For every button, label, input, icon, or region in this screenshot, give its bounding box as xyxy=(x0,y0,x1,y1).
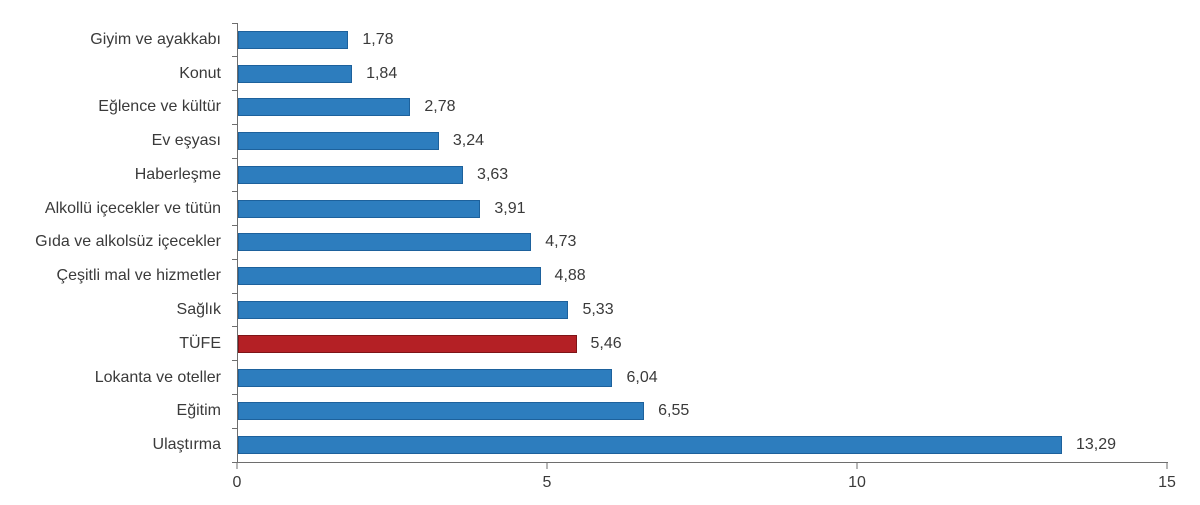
x-axis-tick xyxy=(236,463,238,469)
chart-row: 1,78 xyxy=(238,23,1168,57)
y-axis-tick xyxy=(232,258,238,260)
category-label: Konut xyxy=(179,64,221,82)
y-axis-tick xyxy=(232,292,238,294)
category-label: Çeşitli mal ve hizmetler xyxy=(56,267,221,285)
bar xyxy=(238,233,532,252)
chart-row: 1,84 xyxy=(238,57,1168,91)
x-axis-tick xyxy=(856,463,858,469)
y-axis-tick xyxy=(232,157,238,159)
category-label: Gıda ve alkolsüz içecekler xyxy=(35,233,221,251)
chart-row: 5,33 xyxy=(238,293,1168,327)
value-label: 4,88 xyxy=(554,267,586,285)
chart-row: 3,24 xyxy=(238,124,1168,158)
bar xyxy=(238,402,645,421)
x-axis-tick-label: 5 xyxy=(542,474,552,491)
value-label: 3,24 xyxy=(452,132,485,150)
bar xyxy=(238,301,569,319)
bar xyxy=(238,368,613,387)
category-label: Alkollü içecekler ve tütün xyxy=(44,199,221,217)
value-label: 2,78 xyxy=(424,98,456,116)
value-label: 1,78 xyxy=(362,30,394,48)
bar xyxy=(238,30,349,49)
bar xyxy=(238,98,411,117)
bar xyxy=(238,436,1062,455)
x-axis-tick-label: 10 xyxy=(848,474,866,491)
value-label: 3,91 xyxy=(494,199,526,217)
category-label: TÜFE xyxy=(179,334,221,352)
chart-row: 6,55 xyxy=(238,394,1168,428)
category-label: Sağlık xyxy=(176,301,221,318)
value-label: 5,46 xyxy=(590,334,622,352)
y-axis-tick xyxy=(232,225,238,227)
chart-row: 3,91 xyxy=(238,192,1168,226)
chart-row: 5,46 xyxy=(238,327,1168,361)
value-label: 3,63 xyxy=(477,165,509,183)
value-label: 13,29 xyxy=(1075,436,1117,454)
y-axis-tick xyxy=(232,22,238,24)
chart-row: 2,78 xyxy=(238,91,1168,125)
chart-row: 4,73 xyxy=(238,226,1168,260)
bar xyxy=(238,64,353,83)
value-label: 4,73 xyxy=(545,233,577,251)
y-axis-tick xyxy=(232,393,238,395)
y-axis-tick xyxy=(232,56,238,58)
chart-row: 3,63 xyxy=(238,158,1168,192)
y-axis-tick xyxy=(232,191,238,193)
value-label: 6,04 xyxy=(626,368,658,386)
bar xyxy=(238,199,481,218)
y-axis-tick xyxy=(232,427,238,429)
x-axis: 0 5 10 15 xyxy=(233,462,1176,502)
x-axis-tick xyxy=(546,463,548,469)
category-label: Ulaştırma xyxy=(152,436,221,454)
bar xyxy=(238,165,464,184)
y-axis-tick xyxy=(232,90,238,92)
bar xyxy=(238,132,439,151)
bar-highlight xyxy=(238,334,577,353)
plot-area: 1,78 1,84 2,78 3,24 3,63 3,91 4,73 4,88 5,33 5,46… xyxy=(232,22,1168,463)
y-axis-tick xyxy=(232,360,238,362)
y-axis-tick xyxy=(232,123,238,125)
category-label: Ev eşyası xyxy=(151,132,221,150)
category-label: Haberleşme xyxy=(134,165,221,183)
chart-row: 4,88 xyxy=(238,259,1168,293)
category-label: Eğitim xyxy=(176,402,221,420)
bar-rows: 1,78 1,84 2,78 3,24 3,63 3,91 4,73 4,88 5,33 5,46… xyxy=(238,23,1168,462)
category-label: Lokanta ve oteller xyxy=(94,368,221,386)
category-label: Giyim ve ayakkabı xyxy=(90,30,221,48)
chart-row: 6,04 xyxy=(238,361,1168,395)
value-label: 5,33 xyxy=(582,301,614,318)
value-label: 6,55 xyxy=(658,402,690,420)
x-axis-tick-label: 15 xyxy=(1158,474,1176,491)
bar xyxy=(238,267,541,286)
y-axis-tick xyxy=(232,461,238,463)
x-axis-tick-label: 0 xyxy=(232,474,242,491)
category-label: Eğlence ve kültür xyxy=(98,98,221,116)
category-labels: Giyim ve ayakkabı Konut Eğlence ve kültür E… xyxy=(0,23,230,462)
chart-row: 13,29 xyxy=(238,428,1168,462)
y-axis-tick xyxy=(232,326,238,328)
x-axis-tick xyxy=(1166,463,1168,469)
value-label: 1,84 xyxy=(366,64,398,82)
